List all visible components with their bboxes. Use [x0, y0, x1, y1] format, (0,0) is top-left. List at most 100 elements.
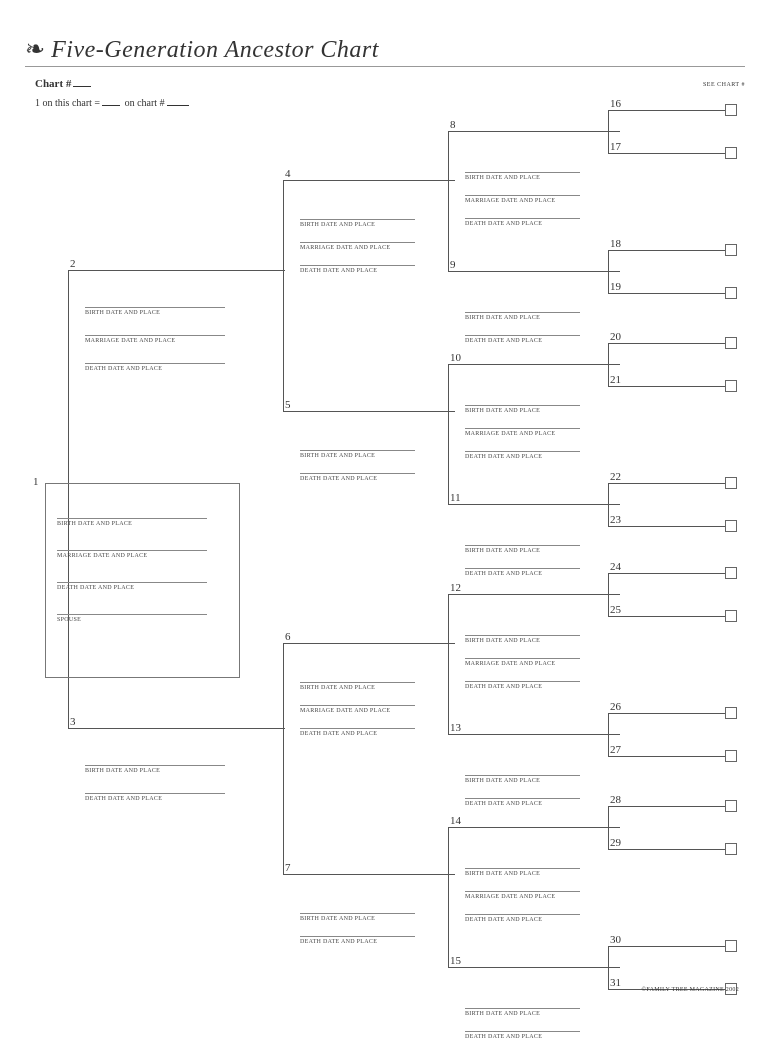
continuation-box	[725, 287, 737, 299]
continuation-box	[725, 567, 737, 579]
person-number: 2	[70, 258, 76, 270]
continuation-box	[725, 337, 737, 349]
field-label: DEATH DATE AND PLACE	[465, 338, 542, 344]
person-number: 10	[450, 352, 461, 364]
continuation-box	[725, 380, 737, 392]
person-number: 19	[610, 281, 621, 293]
name-line	[465, 364, 620, 365]
field-label: DEATH DATE AND PLACE	[85, 796, 162, 802]
person-number: 29	[610, 837, 621, 849]
name-line	[625, 616, 735, 617]
continuation-box	[725, 104, 737, 116]
field-label: SPOUSE	[57, 617, 81, 623]
continuation-box	[725, 707, 737, 719]
field-label: BIRTH DATE AND PLACE	[85, 310, 160, 316]
person-number: 4	[285, 168, 291, 180]
name-line	[465, 504, 620, 505]
field-label: DEATH DATE AND PLACE	[465, 801, 542, 807]
person-number: 17	[610, 141, 621, 153]
field-label: DEATH DATE AND PLACE	[300, 939, 377, 945]
continuation-box	[725, 147, 737, 159]
name-line	[625, 386, 735, 387]
name-line	[465, 967, 620, 968]
field-label: BIRTH DATE AND PLACE	[465, 871, 540, 877]
field-label: DEATH DATE AND PLACE	[300, 731, 377, 737]
field-label: MARRIAGE DATE AND PLACE	[57, 553, 147, 559]
field-label: BIRTH DATE AND PLACE	[57, 521, 132, 527]
person-number: 5	[285, 399, 291, 411]
field-label: BIRTH DATE AND PLACE	[465, 778, 540, 784]
name-line	[625, 713, 735, 714]
field-label: DEATH DATE AND PLACE	[465, 684, 542, 690]
field-label: BIRTH DATE AND PLACE	[465, 1011, 540, 1017]
name-line	[300, 411, 455, 412]
person-number: 20	[610, 331, 621, 343]
field-label: BIRTH DATE AND PLACE	[300, 453, 375, 459]
person-number: 15	[450, 955, 461, 967]
name-line	[625, 526, 735, 527]
continuation-box	[725, 800, 737, 812]
person-number: 31	[610, 977, 621, 989]
field-label: BIRTH DATE AND PLACE	[85, 768, 160, 774]
name-line	[625, 573, 735, 574]
person-number: 23	[610, 514, 621, 526]
continuation-box	[725, 750, 737, 762]
name-line	[625, 849, 735, 850]
ancestor-chart: 161718192021222324252627282930318BIRTH D…	[25, 80, 745, 999]
field-label: DEATH DATE AND PLACE	[465, 571, 542, 577]
person-number: 12	[450, 582, 461, 594]
field-label: MARRIAGE DATE AND PLACE	[300, 708, 390, 714]
name-line	[465, 594, 620, 595]
name-line	[625, 483, 735, 484]
person-number: 25	[610, 604, 621, 616]
name-line	[625, 806, 735, 807]
name-line	[85, 728, 285, 729]
field-label: DEATH DATE AND PLACE	[300, 268, 377, 274]
name-line	[300, 180, 455, 181]
person-number: 27	[610, 744, 621, 756]
person-number: 11	[450, 492, 461, 504]
person-number: 24	[610, 561, 621, 573]
person-number: 26	[610, 701, 621, 713]
field-label: DEATH DATE AND PLACE	[465, 917, 542, 923]
field-label: BIRTH DATE AND PLACE	[465, 315, 540, 321]
person-number: 16	[610, 98, 621, 110]
page-title: Five-Generation Ancestor Chart	[51, 37, 379, 64]
field-label: BIRTH DATE AND PLACE	[300, 916, 375, 922]
name-line	[465, 271, 620, 272]
person-number: 14	[450, 815, 461, 827]
name-line	[625, 946, 735, 947]
field-label: BIRTH DATE AND PLACE	[300, 685, 375, 691]
person-number: 1	[33, 476, 39, 488]
field-label: DEATH DATE AND PLACE	[465, 454, 542, 460]
person-number: 18	[610, 238, 621, 250]
field-label: DEATH DATE AND PLACE	[85, 366, 162, 372]
footer-text: ©FAMILY TREE MAGAZINE 2002	[642, 987, 739, 993]
name-line	[625, 110, 735, 111]
continuation-box	[725, 610, 737, 622]
continuation-box	[725, 940, 737, 952]
name-line	[625, 756, 735, 757]
field-label: DEATH DATE AND PLACE	[300, 476, 377, 482]
field-label: BIRTH DATE AND PLACE	[465, 408, 540, 414]
person-number: 21	[610, 374, 621, 386]
field-label: DEATH DATE AND PLACE	[465, 221, 542, 227]
field-label: DEATH DATE AND PLACE	[57, 585, 134, 591]
person-number: 30	[610, 934, 621, 946]
field-label: DEATH DATE AND PLACE	[465, 1034, 542, 1040]
name-line	[625, 250, 735, 251]
field-label: BIRTH DATE AND PLACE	[465, 548, 540, 554]
person-number: 22	[610, 471, 621, 483]
field-label: MARRIAGE DATE AND PLACE	[465, 661, 555, 667]
person-number: 28	[610, 794, 621, 806]
person-1-box	[45, 483, 240, 678]
name-line	[85, 270, 285, 271]
person-number: 9	[450, 259, 456, 271]
name-line	[625, 153, 735, 154]
person-number: 6	[285, 631, 291, 643]
name-line	[300, 874, 455, 875]
name-line	[625, 343, 735, 344]
person-number: 7	[285, 862, 291, 874]
continuation-box	[725, 520, 737, 532]
name-line	[300, 643, 455, 644]
